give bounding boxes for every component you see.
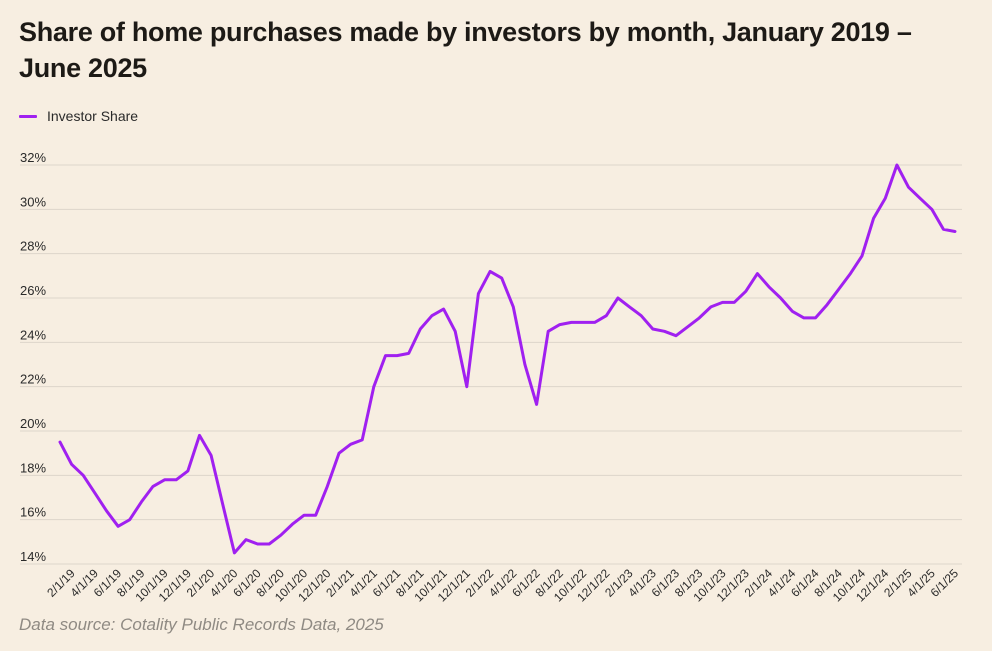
x-axis-ticks: 2/1/194/1/196/1/198/1/1910/1/1912/1/192/… [44, 566, 961, 604]
series-group [58, 163, 957, 555]
y-tick-label: 28% [20, 239, 46, 254]
y-tick-label: 20% [20, 416, 46, 431]
legend: Investor Share [19, 108, 138, 124]
y-tick-label: 24% [20, 327, 46, 342]
legend-label: Investor Share [47, 108, 139, 124]
gridlines [20, 164, 962, 565]
data-source-note: Data source: Cotality Public Records Dat… [19, 615, 384, 634]
y-tick-label: 18% [20, 460, 46, 475]
y-tick-label: 16% [20, 505, 46, 520]
y-tick-label: 26% [20, 283, 46, 298]
chart-title: Share of home purchases made by investor… [19, 17, 912, 83]
y-tick-label: 32% [20, 150, 46, 165]
y-tick-label: 22% [20, 372, 46, 387]
y-axis-ticks: 14% 16% 18% 20% 22% 24% 26% 28% 30% 32% [20, 150, 46, 564]
series-line-investor-share [58, 163, 957, 555]
y-tick-label: 14% [20, 549, 46, 564]
y-tick-label: 30% [20, 194, 46, 209]
legend-swatch [19, 114, 37, 118]
